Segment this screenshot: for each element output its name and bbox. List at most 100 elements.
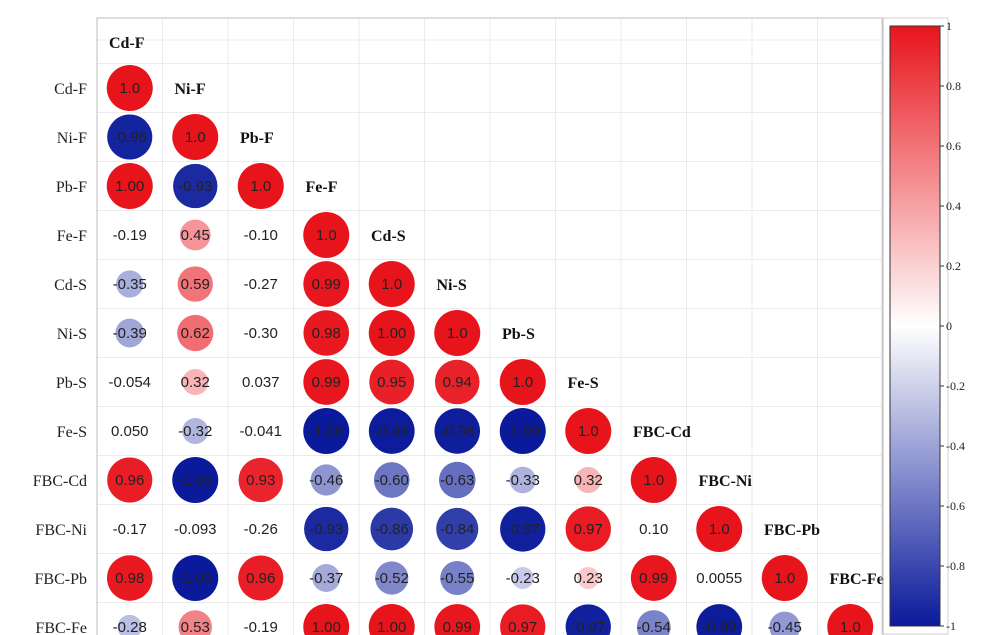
cell-value-label: -0.93	[178, 178, 212, 195]
cell-value-label: 0.95	[377, 374, 406, 391]
plot-frame	[96, 17, 884, 635]
cell-value-label: 1.00	[377, 619, 406, 635]
matrix-cell: 1.0	[827, 604, 874, 635]
matrix-cell: 1.00	[368, 604, 415, 635]
cell-value-label: 0.62	[181, 325, 210, 342]
row-label: Cd-F	[54, 81, 87, 98]
matrix-cell: 0.99	[434, 604, 481, 635]
correlation-circle	[375, 561, 409, 595]
cell-value-label: 0.59	[181, 276, 210, 293]
correlation-circle	[172, 114, 219, 160]
colorbar-tick-label: 0.4	[946, 199, 961, 213]
correlation-circle	[238, 457, 283, 503]
matrix-cell: 0.59	[177, 266, 213, 302]
cell-value-label: 0.99	[312, 276, 341, 293]
cell-value-label: 0.0055	[696, 570, 742, 587]
matrix-cell: 1.0	[696, 506, 743, 552]
cell-value-label: -0.35	[113, 276, 147, 293]
row-label: Ni-S	[57, 326, 87, 343]
cell-value-label: 1.0	[512, 374, 533, 391]
cell-value-label: -0.60	[375, 472, 409, 489]
row-label: Fe-F	[57, 228, 87, 245]
plot-area: 1.0 -0.96 1.0 1.00 -0.93 1.0 -0.19 0.45 -0.10 1.0…	[96, 17, 884, 635]
cell-value-label: 0.99	[312, 374, 341, 391]
matrix-cell: -0.96	[107, 114, 153, 160]
cell-value-label: 1.00	[312, 619, 341, 635]
matrix-cell: -1.00	[303, 408, 350, 454]
matrix-cell: 1.0	[172, 114, 219, 160]
correlation-circle	[440, 560, 475, 596]
matrix-cell: 0.32	[574, 466, 603, 494]
cell-value-label: -0.45	[768, 619, 802, 635]
cell-value-label: -1.00	[309, 423, 343, 440]
matrix-cell: 0.95	[369, 359, 415, 405]
cell-value-label: -0.19	[244, 619, 278, 635]
matrix-cell: -0.093	[174, 521, 217, 538]
cell-value-label: -0.98	[440, 423, 474, 440]
column-label: Fe-F	[306, 179, 338, 196]
correlation-circle	[237, 163, 284, 209]
matrix-cell: 1.0	[434, 310, 481, 356]
matrix-cell: 1.00	[106, 163, 153, 209]
correlation-circle	[499, 408, 546, 454]
cell-value-label: -0.99	[702, 619, 736, 635]
correlation-circle	[182, 368, 209, 396]
matrix-cell: -0.93	[173, 163, 218, 209]
matrix-cell: -0.60	[373, 462, 410, 498]
colorbar-tick-label: 0.2	[946, 259, 961, 273]
matrix-cell: -0.55	[440, 560, 475, 596]
colorbar-tick-label: 0	[946, 319, 952, 333]
correlation-circle	[434, 310, 481, 356]
correlation-circle	[172, 457, 219, 503]
matrix-cell: 0.99	[303, 359, 350, 405]
row-label: FBC-Cd	[33, 473, 87, 490]
correlation-circle	[696, 506, 743, 552]
column-label: Pb-S	[502, 326, 535, 343]
matrix-cell: -0.98	[434, 408, 481, 454]
cell-value-label: 1.0	[381, 276, 402, 293]
matrix-cell: 1.0	[630, 457, 677, 503]
cell-value-label: -0.093	[174, 521, 217, 538]
column-label: Pb-F	[240, 130, 274, 147]
cell-value-label: 0.32	[574, 472, 603, 489]
matrix-cell: -0.19	[113, 227, 147, 244]
matrix-cell: 0.94	[434, 359, 480, 405]
cell-value-label: 1.0	[774, 570, 795, 587]
cell-value-label: -1.00	[178, 570, 212, 587]
colorbar-tick-label: -1	[946, 619, 956, 633]
correlation-circle	[434, 359, 480, 405]
correlation-circle	[434, 408, 481, 454]
matrix-cell: -1.00	[499, 408, 546, 454]
cell-value-label: 0.10	[639, 521, 668, 538]
cell-value-label: 1.0	[119, 80, 140, 97]
cell-value-label: 0.94	[443, 374, 472, 391]
matrix-cell: 0.62	[177, 314, 214, 352]
cell-value-label: 0.53	[181, 619, 210, 635]
matrix-cell: 1.0	[499, 359, 546, 405]
correlation-circle	[303, 359, 350, 405]
matrix-cell: -0.97	[500, 506, 546, 552]
correlation-circle	[117, 614, 142, 635]
correlation-circle	[172, 555, 219, 601]
cell-value-label: -0.28	[113, 619, 147, 635]
matrix-cell: -0.10	[244, 227, 278, 244]
cell-value-label: -0.39	[113, 325, 147, 342]
colorbar-tick-label: -0.6	[946, 499, 965, 513]
matrix-cell: 1.0	[761, 555, 808, 601]
matrix-cell: 1.0	[565, 408, 612, 454]
cell-value-label: 1.0	[840, 619, 861, 635]
cell-value-label: -0.17	[113, 521, 147, 538]
column-label: Fe-S	[568, 375, 599, 392]
matrix-cell: -0.37	[309, 564, 343, 592]
matrix-cell: -0.35	[113, 270, 147, 298]
cell-value-label: -0.54	[637, 619, 671, 635]
cell-value-label: -0.63	[440, 472, 474, 489]
matrix-cell: -0.28	[113, 614, 147, 635]
cell-value-label: -0.99	[375, 423, 409, 440]
matrix-cell: -0.99	[368, 408, 415, 454]
cell-value-label: 0.97	[574, 521, 603, 538]
correlation-circle	[116, 270, 144, 298]
correlation-circle	[434, 604, 481, 635]
matrix-cell: 0.10	[639, 521, 668, 538]
matrix-cell: -0.23	[506, 566, 540, 590]
